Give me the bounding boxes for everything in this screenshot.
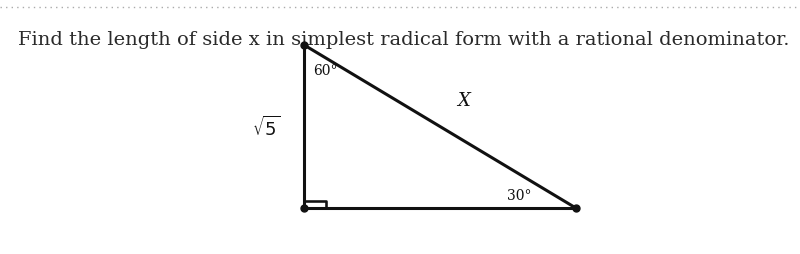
Text: Find the length of side x in simplest radical form with a rational denominator.: Find the length of side x in simplest ra… [18, 30, 789, 49]
Text: 60°: 60° [314, 64, 338, 77]
Text: $\sqrt{5}$: $\sqrt{5}$ [251, 115, 280, 139]
Text: X: X [458, 91, 470, 109]
Text: 30°: 30° [507, 188, 532, 202]
